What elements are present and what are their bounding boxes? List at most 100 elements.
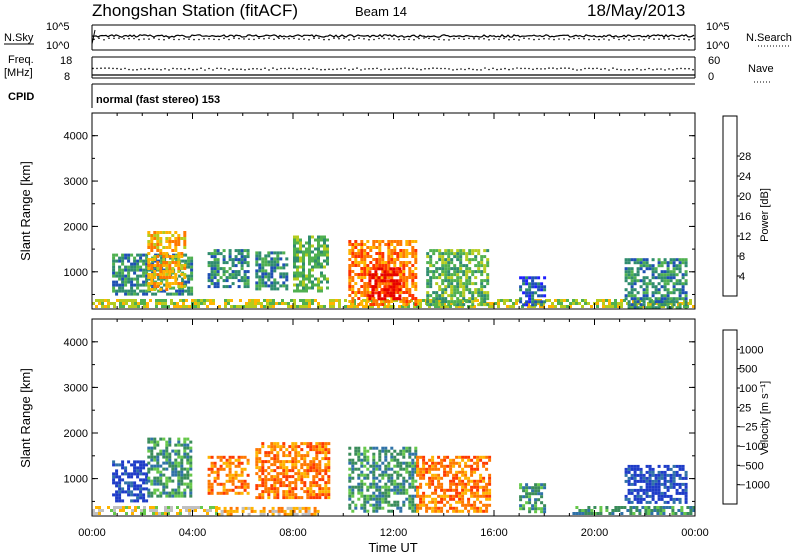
- data-cell-1-3: [159, 473, 163, 477]
- data-cell-1-6: [351, 467, 355, 471]
- data-cell-0-8: [432, 270, 436, 274]
- data-cell-0-0: [314, 299, 317, 302]
- data-cell-0-5: [305, 241, 308, 245]
- data-cell-1-5: [318, 469, 322, 473]
- data-cell-0-7: [389, 273, 393, 277]
- data-cell-1-4: [210, 470, 214, 474]
- data-cell-0-8: [477, 264, 481, 268]
- data-cell-1-7: [476, 455, 480, 459]
- data-cell-1-7: [443, 464, 447, 468]
- data-cell-1-6: [366, 476, 370, 480]
- data-cell-1-7: [428, 494, 432, 498]
- data-cell-0-7: [371, 294, 375, 298]
- data-cell-1-1: [235, 509, 239, 513]
- colorbar-tick-label: 28: [739, 151, 751, 163]
- data-cell-1-7: [467, 509, 471, 513]
- data-cell-1-6: [396, 458, 400, 462]
- data-cell-0-2: [150, 258, 154, 261]
- data-cell-1-1: [220, 509, 224, 513]
- data-cell-0-5: [317, 238, 320, 242]
- data-cell-0-1: [187, 265, 191, 269]
- data-cell-0-3: [228, 276, 232, 280]
- data-cell-1-7: [485, 503, 489, 507]
- data-cell-1-5: [279, 460, 283, 464]
- data-cell-0-8: [444, 261, 448, 265]
- data-cell-1-7: [443, 488, 447, 492]
- data-cell-0-6: [390, 243, 394, 246]
- data-cell-1-6: [351, 470, 355, 474]
- data-cell-1-6: [375, 461, 379, 465]
- data-cell-0-10: [630, 306, 634, 310]
- data-cell-1-8: [534, 498, 538, 502]
- data-cell-0-8: [441, 261, 445, 265]
- data-cell-0-8: [474, 270, 478, 274]
- data-cell-0-6: [408, 240, 412, 243]
- data-cell-0-3: [225, 285, 229, 289]
- data-cell-0-3: [216, 252, 220, 256]
- data-cell-0-4: [261, 260, 265, 264]
- data-cell-1-7: [452, 488, 456, 492]
- data-cell-1-7: [416, 455, 420, 459]
- data-cell-0-0: [224, 299, 227, 302]
- data-cell-1-5: [267, 493, 271, 497]
- data-cell-0-1: [187, 289, 191, 293]
- data-cell-1-7: [425, 509, 429, 513]
- data-cell-1-5: [288, 493, 292, 497]
- data-cell-0-10: [669, 270, 673, 274]
- data-cell-0-2: [150, 234, 154, 237]
- data-cell-1-0: [194, 506, 197, 509]
- data-cell-0-3: [240, 267, 244, 271]
- data-cell-0-0: [527, 305, 530, 308]
- data-cell-1-5: [315, 463, 319, 467]
- data-cell-0-5: [302, 274, 305, 278]
- data-cell-1-5: [312, 445, 316, 449]
- data-cell-1-8: [543, 486, 547, 490]
- data-cell-0-6: [372, 246, 376, 249]
- data-cell-1-3: [189, 482, 193, 486]
- data-cell-1-3: [150, 479, 154, 483]
- data-cell-0-2: [165, 231, 169, 234]
- data-cell-1-6: [375, 485, 379, 489]
- data-cell-0-0: [329, 302, 332, 305]
- data-cell-1-5: [315, 457, 319, 461]
- data-cell-1-4: [240, 461, 244, 465]
- data-cell-0-0: [269, 299, 272, 302]
- data-cell-0-8: [453, 300, 457, 304]
- data-cell-1-6: [351, 494, 355, 498]
- data-cell-1-6: [348, 476, 352, 480]
- data-cell-0-0: [227, 299, 230, 302]
- data-cell-1-7: [431, 509, 435, 513]
- data-cell-1-4: [213, 470, 217, 474]
- data-cell-0-2: [174, 276, 178, 279]
- data-cell-1-1: [280, 509, 284, 513]
- data-cell-1-6: [372, 461, 376, 465]
- data-cell-1-5: [288, 460, 292, 464]
- data-cell-0-1: [139, 265, 143, 269]
- data-cell-0-6: [378, 243, 382, 246]
- data-cell-0-2: [171, 282, 175, 285]
- data-cell-1-6: [402, 500, 406, 504]
- data-cell-1-5: [309, 490, 313, 494]
- data-cell-1-1: [217, 506, 221, 510]
- data-cell-0-3: [213, 249, 217, 253]
- data-cell-0-0: [527, 302, 530, 305]
- data-cell-1-6: [402, 461, 406, 465]
- data-cell-1-6: [360, 494, 364, 498]
- data-cell-1-6: [411, 485, 415, 489]
- data-cell-1-7: [455, 509, 459, 513]
- data-cell-0-8: [486, 261, 490, 265]
- data-cell-0-3: [231, 258, 235, 262]
- data-cell-1-2: [142, 463, 146, 467]
- data-cell-1-5: [267, 490, 271, 494]
- data-cell-0-6: [390, 288, 394, 291]
- data-cell-1-3: [183, 473, 187, 477]
- data-cell-1-4: [207, 482, 211, 486]
- data-cell-0-8: [480, 282, 484, 286]
- data-cell-1-5: [267, 496, 271, 500]
- data-cell-1-6: [351, 509, 355, 513]
- data-cell-1-7: [416, 473, 420, 477]
- data-cell-0-1: [157, 277, 161, 281]
- data-cell-1-0: [95, 512, 98, 515]
- data-cell-0-7: [377, 294, 381, 298]
- data-cell-1-8: [540, 501, 544, 505]
